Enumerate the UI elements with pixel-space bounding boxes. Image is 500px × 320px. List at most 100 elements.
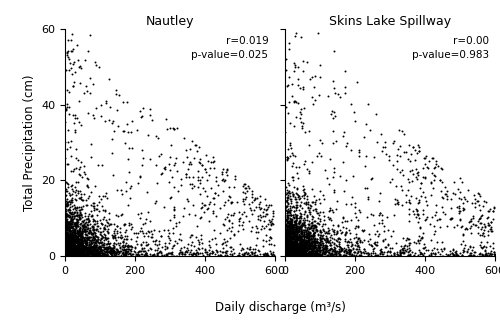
Point bbox=[80, 231, 88, 236]
Point bbox=[428, 170, 436, 175]
Point bbox=[391, 197, 399, 202]
Point bbox=[82, 217, 90, 222]
Point bbox=[64, 246, 72, 251]
Point bbox=[266, 251, 274, 256]
Point bbox=[484, 232, 492, 237]
Point bbox=[342, 252, 349, 258]
Point bbox=[72, 226, 80, 231]
Point bbox=[103, 248, 111, 253]
Point bbox=[103, 195, 111, 200]
Point bbox=[296, 252, 304, 257]
Point bbox=[290, 247, 298, 252]
Point bbox=[305, 227, 313, 232]
Point bbox=[419, 208, 427, 213]
Point bbox=[290, 230, 298, 235]
Point bbox=[282, 250, 290, 255]
Point bbox=[302, 240, 310, 245]
Point bbox=[288, 248, 296, 253]
Point bbox=[299, 248, 307, 253]
Point bbox=[294, 243, 302, 248]
Point bbox=[328, 78, 336, 84]
Point bbox=[209, 249, 217, 254]
Point bbox=[70, 243, 78, 248]
Point bbox=[296, 239, 304, 244]
Point bbox=[314, 247, 322, 252]
Point bbox=[63, 230, 71, 236]
Point bbox=[81, 252, 89, 258]
Point bbox=[490, 209, 498, 214]
Point bbox=[67, 247, 75, 252]
Point bbox=[64, 236, 72, 241]
Point bbox=[296, 109, 304, 114]
Point bbox=[68, 238, 76, 243]
Point bbox=[300, 242, 308, 247]
Point bbox=[356, 240, 364, 245]
Point bbox=[221, 253, 229, 258]
Point bbox=[69, 250, 77, 255]
Point bbox=[74, 244, 82, 249]
Point bbox=[299, 187, 307, 192]
Point bbox=[295, 250, 303, 255]
Point bbox=[72, 253, 80, 259]
Point bbox=[290, 241, 298, 246]
Point bbox=[64, 232, 72, 237]
Point bbox=[67, 251, 75, 256]
Point bbox=[294, 247, 302, 252]
Point bbox=[290, 252, 298, 257]
Point bbox=[86, 250, 94, 255]
Point bbox=[378, 212, 386, 217]
Point bbox=[286, 206, 294, 211]
Point bbox=[376, 211, 384, 216]
Point bbox=[92, 239, 100, 244]
Point bbox=[301, 233, 309, 238]
Point bbox=[198, 162, 206, 167]
Point bbox=[88, 252, 96, 257]
Point bbox=[307, 252, 315, 257]
Point bbox=[314, 216, 322, 221]
Point bbox=[485, 223, 493, 228]
Point bbox=[72, 245, 80, 251]
Point bbox=[68, 236, 76, 241]
Point bbox=[96, 245, 104, 250]
Point bbox=[87, 252, 95, 257]
Point bbox=[300, 244, 308, 249]
Point bbox=[128, 225, 136, 230]
Point bbox=[180, 245, 188, 250]
Point bbox=[122, 253, 130, 258]
Point bbox=[63, 249, 71, 254]
Point bbox=[68, 242, 76, 247]
Point bbox=[94, 248, 102, 253]
Point bbox=[62, 252, 70, 257]
Point bbox=[284, 246, 292, 252]
Point bbox=[286, 247, 294, 252]
Point bbox=[417, 194, 425, 199]
Point bbox=[282, 217, 290, 222]
Point bbox=[446, 215, 454, 220]
Point bbox=[289, 203, 297, 208]
Point bbox=[355, 207, 363, 212]
Point bbox=[290, 250, 298, 255]
Point bbox=[98, 193, 106, 198]
Point bbox=[62, 247, 70, 252]
Point bbox=[285, 238, 293, 244]
Point bbox=[284, 243, 292, 248]
Point bbox=[316, 189, 324, 194]
Point bbox=[74, 240, 82, 245]
Point bbox=[90, 240, 98, 245]
Point bbox=[400, 248, 408, 253]
Point bbox=[282, 248, 290, 253]
Point bbox=[384, 228, 392, 233]
Point bbox=[286, 247, 294, 252]
Point bbox=[304, 252, 312, 257]
Point bbox=[80, 222, 88, 228]
Point bbox=[120, 247, 128, 252]
Point bbox=[288, 226, 296, 231]
Point bbox=[288, 242, 296, 247]
Point bbox=[102, 250, 110, 255]
Point bbox=[65, 252, 73, 257]
Point bbox=[84, 252, 92, 257]
Point bbox=[76, 250, 84, 255]
Point bbox=[366, 236, 374, 242]
Point bbox=[81, 239, 89, 244]
Point bbox=[396, 153, 404, 158]
